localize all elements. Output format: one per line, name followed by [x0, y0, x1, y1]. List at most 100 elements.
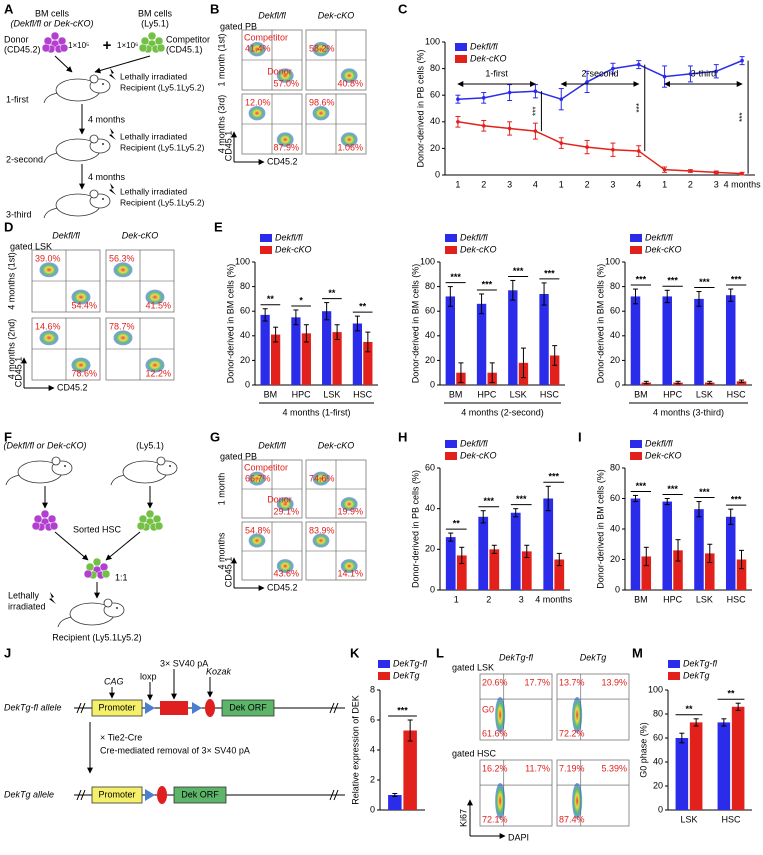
- y-tick-label: 0: [430, 379, 435, 389]
- percent-label: 39.0%: [35, 253, 61, 263]
- population: [340, 132, 358, 147]
- legend-label: Dek-cKO: [460, 450, 497, 460]
- population: [113, 262, 133, 278]
- break: [333, 789, 339, 801]
- point: [456, 97, 460, 101]
- y-axis-label: Donor-derived in PB cells (%): [415, 49, 425, 167]
- legend-label: DekTg: [683, 670, 710, 680]
- significance: ***: [450, 272, 461, 282]
- point: [740, 58, 744, 63]
- connector: [54, 55, 73, 73]
- label: BM cells: [138, 8, 173, 18]
- irradiation-icon: [109, 183, 116, 195]
- y-tick-label: 20: [653, 780, 663, 790]
- point: [559, 141, 564, 145]
- promoter: [91, 699, 143, 717]
- significance: ***: [516, 494, 527, 504]
- bar: [641, 556, 652, 590]
- percent-label: 14.6%: [35, 321, 61, 331]
- allele-label: DekTg allele: [4, 789, 54, 799]
- legend-swatch: [445, 246, 457, 254]
- orf: [173, 786, 227, 804]
- percent-label: 61.6%: [482, 728, 508, 738]
- panel-label: F: [4, 429, 12, 444]
- y-axis-label: Donor-derived in BM cells (%): [595, 264, 605, 384]
- y-tick-label: 80: [430, 63, 440, 73]
- label: (Dekfl/fl or Dek-cKO): [10, 18, 93, 28]
- x-tick-label: BM: [264, 389, 278, 399]
- percent-label: 43.6%: [273, 568, 299, 578]
- column-header: Dek-cKO: [318, 440, 355, 450]
- bar: [301, 333, 311, 385]
- x-tick-label: HPC: [663, 594, 683, 604]
- y-tick-label: 60: [425, 462, 435, 472]
- significance: ***: [513, 266, 524, 276]
- flow-plot: [556, 759, 630, 827]
- significance: *: [299, 295, 303, 305]
- bar: [675, 738, 689, 810]
- population: [248, 42, 266, 57]
- bar: [662, 296, 672, 385]
- bar: [554, 559, 565, 590]
- label: 1-first: [6, 94, 29, 104]
- point: [507, 90, 512, 95]
- significance: **: [727, 689, 735, 699]
- connector: [94, 55, 151, 74]
- bar: [260, 314, 270, 385]
- population: [248, 533, 266, 548]
- point: [714, 69, 719, 74]
- bar: [445, 537, 456, 590]
- percent-label: 54.8%: [245, 525, 271, 535]
- y-tick-label: 40: [425, 330, 435, 340]
- x-tick-label: 1: [559, 179, 564, 189]
- period-label: 2-second: [581, 68, 618, 78]
- promoter: [91, 786, 143, 804]
- label: Cre-mediated removal of 3× SV40 pA: [100, 745, 250, 755]
- percent-label: 7.19%: [559, 763, 585, 773]
- significance: ***: [731, 495, 742, 505]
- panel-label: G: [210, 429, 220, 444]
- allele-label: DekTg-fl allele: [4, 702, 62, 712]
- percent-label: 14.1%: [337, 568, 363, 578]
- cell: [99, 562, 109, 572]
- row-label: 4 months (3rd): [216, 95, 226, 154]
- label: CAG: [104, 676, 124, 686]
- column-header: DekTg-fl: [499, 652, 534, 662]
- loxp-site: [145, 789, 155, 801]
- legend-swatch: [668, 672, 680, 680]
- bar: [352, 323, 363, 385]
- x-tick-label: LSK: [696, 594, 713, 604]
- x-tick-label: HSC: [727, 594, 747, 604]
- bar: [332, 332, 342, 385]
- point: [740, 171, 744, 176]
- label: 1:1: [115, 572, 128, 582]
- axis-label: CD45.2: [57, 382, 88, 392]
- x-tick-label: HSC: [721, 814, 741, 824]
- cell: [154, 36, 164, 46]
- x-tick-label: 3: [610, 179, 615, 189]
- population: [71, 289, 91, 305]
- break: [80, 789, 86, 801]
- point: [611, 147, 615, 152]
- y-tick-label: 80: [610, 462, 620, 472]
- y-tick-label: 0: [245, 379, 250, 389]
- column-header: Dekfl/fl: [258, 440, 287, 450]
- x-tick-label: 2: [688, 179, 693, 189]
- cell: [43, 36, 53, 46]
- percent-label: 12.0%: [245, 97, 271, 107]
- percent-label: 29.1%: [273, 506, 299, 516]
- point: [688, 169, 693, 173]
- point: [456, 120, 460, 124]
- point: [585, 80, 589, 84]
- legend-swatch: [630, 234, 642, 242]
- bar: [731, 706, 745, 810]
- percent-label: 72.1%: [482, 814, 508, 824]
- bar: [476, 303, 487, 385]
- y-tick-label: 80: [240, 281, 250, 291]
- orf: [221, 699, 275, 717]
- y-tick-label: 100: [605, 256, 620, 266]
- mouse-ear: [89, 189, 99, 199]
- label: Kozak: [206, 666, 232, 676]
- legend-label: Dekfl/fl: [275, 232, 304, 242]
- y-tick-label: 40: [653, 756, 663, 766]
